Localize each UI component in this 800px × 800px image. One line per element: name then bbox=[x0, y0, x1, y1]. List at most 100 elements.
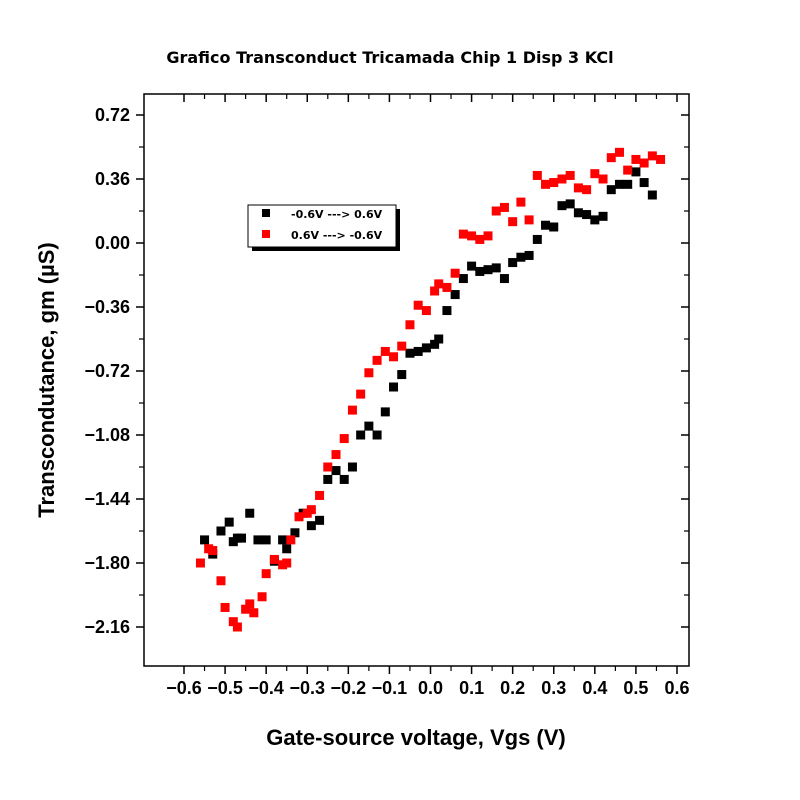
data-point-series-1 bbox=[224, 517, 234, 527]
data-point-series-1 bbox=[524, 250, 534, 260]
data-point-series-2 bbox=[582, 185, 592, 195]
data-point-series-2 bbox=[623, 165, 633, 175]
data-point-series-1 bbox=[623, 179, 633, 189]
data-point-series-2 bbox=[380, 346, 390, 356]
data-point-series-1 bbox=[598, 211, 608, 221]
data-point-series-2 bbox=[434, 279, 444, 289]
data-point-series-2 bbox=[323, 462, 333, 472]
x-tick-label: 0.6 bbox=[664, 678, 689, 698]
data-point-series-1 bbox=[282, 544, 292, 554]
data-point-series-2 bbox=[656, 154, 666, 164]
data-point-series-2 bbox=[508, 217, 518, 227]
legend-marker-series-2 bbox=[262, 230, 270, 238]
data-point-series-1 bbox=[331, 466, 341, 476]
data-point-series-1 bbox=[499, 274, 509, 284]
data-point-series-2 bbox=[269, 554, 279, 564]
data-point-series-1 bbox=[372, 430, 382, 440]
data-point-series-2 bbox=[364, 368, 374, 378]
legend-label-series-1: -0.6V ---> 0.6V bbox=[291, 208, 383, 221]
data-point-series-1 bbox=[549, 222, 559, 232]
data-point-series-2 bbox=[315, 490, 325, 500]
y-tick-label: −1.80 bbox=[84, 553, 130, 573]
data-point-series-2 bbox=[282, 558, 292, 568]
data-point-series-1 bbox=[557, 201, 567, 211]
data-point-series-2 bbox=[228, 617, 238, 627]
data-point-series-1 bbox=[237, 533, 247, 543]
data-point-series-1 bbox=[306, 521, 316, 531]
x-tick-label: −0.5 bbox=[207, 678, 243, 698]
data-point-series-1 bbox=[590, 215, 600, 225]
data-point-series-1 bbox=[582, 210, 592, 220]
x-tick-label: −0.3 bbox=[289, 678, 325, 698]
data-point-series-1 bbox=[200, 535, 210, 545]
data-point-series-2 bbox=[565, 170, 575, 180]
x-tick-label: −0.2 bbox=[331, 678, 367, 698]
data-point-series-2 bbox=[216, 576, 226, 586]
y-tick-label: −0.72 bbox=[84, 361, 130, 381]
data-point-series-2 bbox=[639, 158, 649, 168]
data-point-series-1 bbox=[405, 348, 415, 358]
data-point-series-2 bbox=[397, 341, 407, 351]
x-tick-label: 0.5 bbox=[623, 678, 648, 698]
data-point-series-2 bbox=[573, 183, 583, 193]
data-point-series-1 bbox=[631, 167, 641, 177]
data-point-series-1 bbox=[458, 274, 468, 284]
data-point-series-1 bbox=[278, 535, 288, 545]
x-tick-label: 0.0 bbox=[418, 678, 443, 698]
data-point-series-2 bbox=[598, 174, 608, 184]
data-point-series-2 bbox=[413, 300, 423, 310]
data-point-series-1 bbox=[532, 234, 542, 244]
data-point-series-2 bbox=[232, 622, 242, 632]
data-point-series-2 bbox=[241, 604, 251, 614]
data-point-series-1 bbox=[516, 252, 526, 262]
data-point-series-2 bbox=[208, 546, 218, 556]
data-point-series-2 bbox=[532, 170, 542, 180]
legend-label-series-2: 0.6V ---> -0.6V bbox=[291, 229, 383, 242]
data-point-series-2 bbox=[467, 231, 477, 241]
data-point-series-2 bbox=[458, 229, 468, 239]
x-tick-label: 0.1 bbox=[459, 678, 484, 698]
plot-area bbox=[143, 93, 690, 667]
data-point-series-2 bbox=[220, 602, 230, 612]
data-point-series-1 bbox=[467, 261, 477, 271]
data-point-series-1 bbox=[606, 185, 616, 195]
data-point-series-2 bbox=[614, 147, 624, 157]
data-point-series-2 bbox=[331, 450, 341, 460]
data-point-series-1 bbox=[434, 334, 444, 344]
legend: -0.6V ---> 0.6V 0.6V ---> -0.6V bbox=[247, 204, 400, 251]
data-point-series-2 bbox=[631, 154, 641, 164]
data-point-series-2 bbox=[294, 512, 304, 522]
data-point-series-1 bbox=[647, 190, 657, 200]
data-point-series-1 bbox=[339, 474, 349, 484]
data-point-series-2 bbox=[257, 592, 267, 602]
y-tick-label: −1.08 bbox=[84, 425, 130, 445]
data-point-series-1 bbox=[315, 515, 325, 525]
data-point-series-1 bbox=[565, 199, 575, 209]
y-axis-label: Transcondutance, gm (µS) bbox=[34, 242, 59, 518]
data-point-series-1 bbox=[347, 462, 357, 472]
x-axis: −0.6 −0.5 −0.4 −0.3 −0.2 −0.1 0.0 0.1 0.2 0.3 0.4 0… bbox=[166, 94, 690, 698]
data-point-series-1 bbox=[216, 526, 226, 536]
data-point-series-2 bbox=[389, 352, 399, 362]
data-point-series-1 bbox=[430, 339, 440, 349]
y-tick-label: −0.36 bbox=[84, 297, 130, 317]
data-point-series-2 bbox=[475, 234, 485, 244]
data-point-series-1 bbox=[397, 370, 407, 380]
data-point-series-2 bbox=[356, 389, 366, 399]
y-tick-label: 0.72 bbox=[95, 105, 130, 125]
data-point-series-1 bbox=[290, 528, 300, 538]
data-point-series-2 bbox=[249, 608, 259, 618]
data-point-series-2 bbox=[442, 282, 452, 292]
data-point-series-1 bbox=[413, 346, 423, 356]
y-tick-label: −1.44 bbox=[84, 489, 130, 509]
data-point-series-1 bbox=[508, 258, 518, 268]
data-point-series-1 bbox=[475, 266, 485, 276]
data-point-series-1 bbox=[364, 421, 374, 431]
data-point-series-1 bbox=[483, 265, 493, 275]
data-point-series-1 bbox=[356, 430, 366, 440]
legend-box bbox=[247, 204, 397, 248]
y-axis: 0.72 0.36 0.00 −0.36 −0.72 −1.08 −1.44 −1.80 −2.… bbox=[84, 105, 689, 637]
data-point-series-2 bbox=[499, 202, 509, 212]
data-point-series-2 bbox=[405, 320, 415, 330]
